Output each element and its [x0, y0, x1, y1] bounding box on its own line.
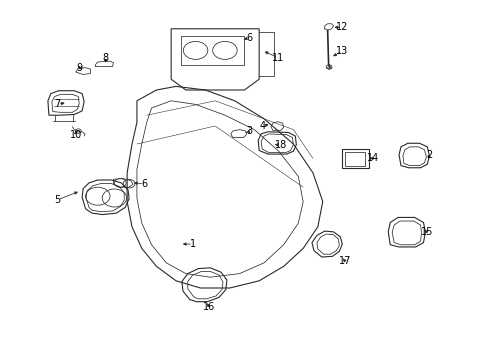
Bar	[345, 152, 364, 166]
Text: 13: 13	[335, 46, 348, 56]
Text: 6: 6	[246, 33, 252, 43]
Text: 12: 12	[335, 22, 348, 32]
Text: 9: 9	[76, 63, 82, 73]
Text: 2: 2	[426, 150, 431, 160]
Text: 14: 14	[366, 153, 378, 163]
Bar	[342, 149, 368, 168]
Text: 16: 16	[203, 302, 215, 312]
Text: 6: 6	[141, 179, 147, 189]
Text: 5: 5	[55, 195, 61, 205]
Text: 7: 7	[55, 99, 61, 109]
Text: 11: 11	[271, 53, 284, 63]
Text: 1: 1	[190, 239, 196, 249]
Text: 3: 3	[246, 126, 252, 136]
Text: 4: 4	[260, 121, 265, 131]
Text: 8: 8	[102, 53, 108, 63]
Text: 18: 18	[274, 140, 286, 150]
Text: 10: 10	[69, 130, 82, 140]
Text: 15: 15	[420, 227, 433, 237]
Text: 17: 17	[338, 256, 351, 266]
